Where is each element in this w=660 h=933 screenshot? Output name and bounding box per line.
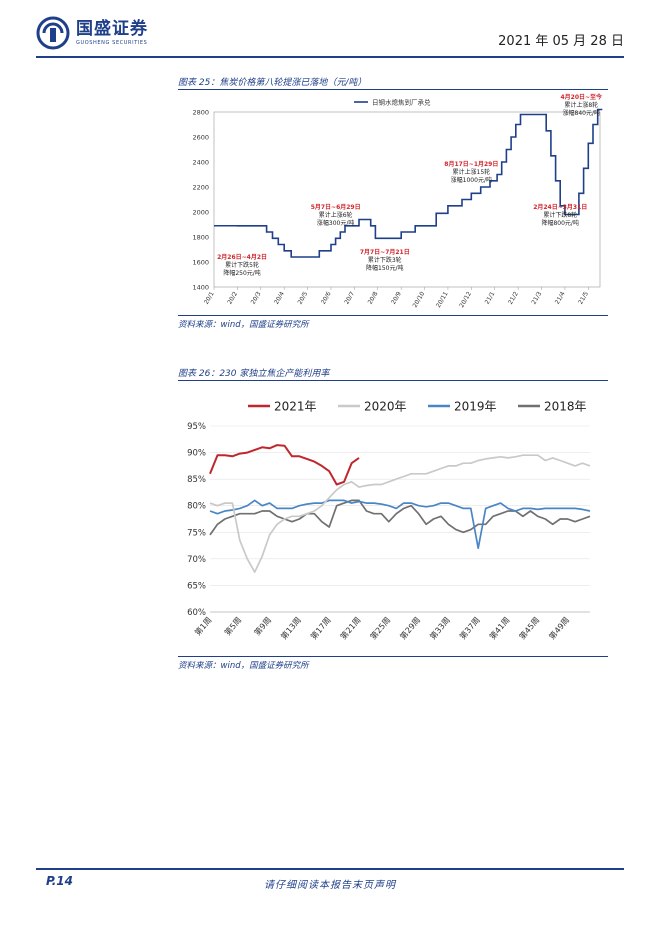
figure25-caption-rule	[178, 89, 608, 90]
x-tick-label: 21/4	[554, 290, 567, 305]
annotation-line1: 累计上涨15轮	[453, 168, 491, 176]
y-tick-label: 2800	[192, 109, 209, 117]
x-tick-label: 20/4	[273, 290, 286, 305]
x-tick-label: 第13周	[278, 615, 302, 641]
y-tick-label: 2200	[192, 184, 209, 192]
annotation-line2: 降幅250元/吨	[223, 269, 260, 277]
x-tick-label: 第33周	[427, 615, 451, 641]
annotation-date: 8月17日~1月29日	[444, 160, 498, 168]
annotation-date: 4月20日~至今	[561, 93, 604, 101]
figure26-source: 资料来源：wind，国盛证券研究所	[178, 661, 309, 671]
legend-label: 2021年	[274, 400, 317, 414]
company-name-cn: 国盛证券	[76, 19, 148, 39]
annotation-line2: 涨幅840元/吨	[563, 109, 600, 117]
annotation-date: 5月7日~6月29日	[311, 203, 361, 211]
x-tick-label: 第21周	[338, 615, 362, 641]
y-tick-label: 2400	[192, 159, 209, 167]
y-tick-label: 80%	[187, 502, 206, 512]
y-tick-label: 2000	[192, 209, 209, 217]
figure26-source-rule	[178, 656, 608, 657]
x-tick-label: 20/1	[203, 290, 216, 305]
x-tick-label: 20/11	[435, 290, 450, 309]
legend-label: 2019年	[454, 400, 497, 414]
x-tick-label: 20/2	[226, 290, 239, 305]
annotation-line2: 涨幅1000元/吨	[451, 176, 492, 184]
annotation-line1: 累计下跌8轮	[543, 211, 577, 219]
footer-disclaimer: 请仔细阅读本报告末页声明	[264, 880, 396, 891]
series-line-coke-price	[214, 108, 603, 258]
legend-label: 2020年	[364, 400, 407, 414]
x-tick-label: 20/12	[458, 290, 473, 309]
report-date: 2021 年 05 月 28 日	[498, 34, 624, 49]
x-tick-label: 21/5	[577, 290, 590, 305]
figure25-caption: 图表 25：焦炭价格第八轮提涨已落地（元/吨）	[178, 78, 367, 88]
x-tick-label: 第49周	[547, 615, 571, 641]
annotation-date: 7月7日~7月21日	[360, 248, 410, 256]
x-tick-label: 20/10	[412, 290, 427, 309]
x-tick-label: 21/1	[484, 290, 497, 305]
annotation-line1: 累计上涨8轮	[564, 101, 598, 109]
y-tick-label: 90%	[187, 449, 206, 459]
x-tick-label: 第29周	[398, 615, 422, 641]
plot-frame	[213, 111, 601, 288]
capacity-utilization-chart: 60% 65% 70% 75% 80% 85% 90% 95% 第1周 第5周 第9周 第13周 第17…	[187, 400, 591, 641]
x-tick-label: 第25周	[368, 615, 392, 641]
x-tick-label: 第41周	[487, 615, 511, 641]
legend-label: 日钢水熄焦到厂承兑	[372, 98, 431, 107]
figure25-source: 资料来源：wind，国盛证券研究所	[178, 320, 309, 330]
y-tick-label: 1800	[192, 234, 209, 242]
x-tick-label: 第9周	[252, 615, 273, 638]
annotation-line1: 累计上涨6轮	[319, 211, 353, 219]
y-tick-label: 60%	[187, 608, 206, 618]
x-tick-label: 20/5	[297, 290, 310, 305]
x-tick-label: 第37周	[457, 615, 481, 641]
series-line-2020年	[209, 454, 591, 573]
y-tick-label: 1600	[192, 259, 209, 267]
annotation-line2: 降幅150元/吨	[366, 264, 403, 272]
x-tick-label: 20/7	[343, 290, 356, 305]
y-tick-label: 1400	[192, 284, 209, 292]
y-tick-label: 85%	[187, 475, 206, 485]
x-tick-label: 20/3	[250, 290, 263, 305]
figure26-caption: 图表 26：230 家独立焦企产能利用率	[178, 369, 330, 379]
annotation-line2: 降幅800元/吨	[541, 219, 578, 227]
x-tick-label: 21/2	[507, 290, 520, 305]
footer-divider	[36, 868, 624, 870]
guosheng-logo-icon	[36, 16, 70, 50]
x-tick-label: 20/6	[320, 290, 333, 305]
y-tick-label: 70%	[187, 555, 206, 565]
x-tick-label: 20/8	[367, 290, 380, 305]
coke-price-chart: 1400 1600 1800 2000 2200 2400 2600 2800 20/1 20/2…	[192, 93, 604, 309]
series-line-2021年	[209, 444, 360, 486]
annotation-line1: 累计下跌3轮	[368, 256, 402, 264]
company-name-en: GUOSHENG SECURITIES	[76, 40, 148, 46]
figure25-source-rule	[178, 315, 608, 316]
page-header: 国盛证券 GUOSHENG SECURITIES 2021 年 05 月 28 …	[36, 16, 624, 56]
x-tick-label: 20/9	[390, 290, 403, 305]
x-tick-label: 第45周	[517, 615, 541, 641]
y-tick-label: 65%	[187, 581, 206, 591]
x-tick-label: 第5周	[222, 615, 243, 638]
y-tick-label: 2600	[192, 134, 209, 142]
annotation-date: 2月24日~3月31日	[533, 203, 587, 211]
y-tick-label: 75%	[187, 528, 206, 538]
annotation-date: 2月26日~4月2日	[217, 253, 267, 261]
series-line-2018年	[209, 499, 591, 536]
y-tick-label: 95%	[187, 422, 206, 432]
annotation-line1: 累计下跌5轮	[225, 261, 259, 269]
company-logo: 国盛证券 GUOSHENG SECURITIES	[36, 16, 148, 50]
header-divider	[36, 56, 624, 58]
x-tick-label: 21/3	[530, 290, 543, 305]
series-line-2019年	[209, 499, 591, 550]
x-tick-label: 第17周	[308, 615, 332, 641]
page-number: P.14	[46, 874, 73, 888]
legend-label: 2018年	[544, 400, 587, 414]
figure26-caption-rule	[178, 380, 608, 381]
annotation-line2: 涨幅300元/吨	[317, 219, 354, 227]
x-tick-label: 第1周	[192, 615, 213, 638]
